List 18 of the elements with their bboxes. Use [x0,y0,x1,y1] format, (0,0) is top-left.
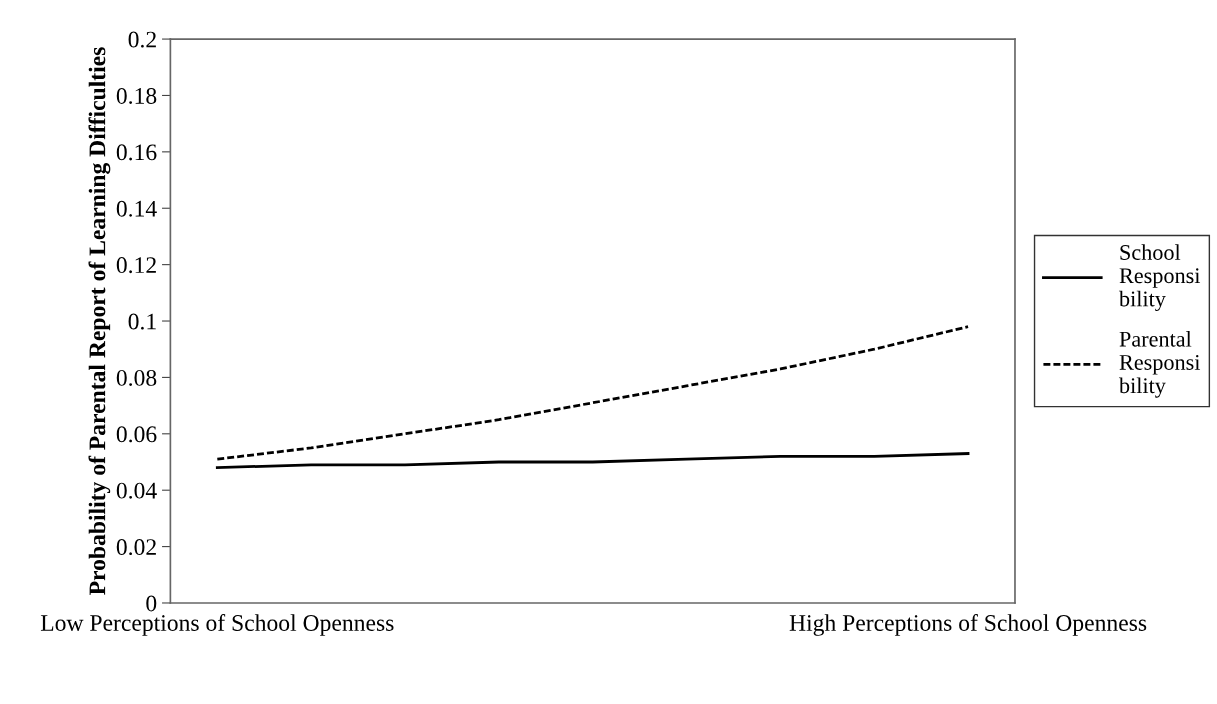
y-tick-label: 0.06 [116,426,157,443]
legend-label: Parental Responsi bility [1118,331,1201,398]
y-axis-title: Probability of Parental Report of Learning Difficulties [88,47,111,595]
y-tick-label: 0.14 [116,200,157,217]
y-tick-label: 0.2 [128,31,156,48]
x-tick-label: Low Perceptions of School Openness [40,614,394,636]
y-tick-label: 0.12 [116,257,156,274]
line-series [215,325,970,461]
y-tick-label: 0.18 [116,87,157,104]
y-tick-label: 0.1 [128,313,156,330]
y-tick-label: 0 [146,595,157,612]
x-tick-label: High Perceptions of School Openness [789,614,1147,636]
y-tick-label: 0.16 [116,144,157,161]
line-series [215,452,970,470]
y-tick-label: 0.02 [116,539,156,556]
y-tick-label: 0.04 [116,482,157,499]
y-tick-label: 0.08 [116,369,157,386]
legend-label: School Responsi bility [1118,244,1201,312]
